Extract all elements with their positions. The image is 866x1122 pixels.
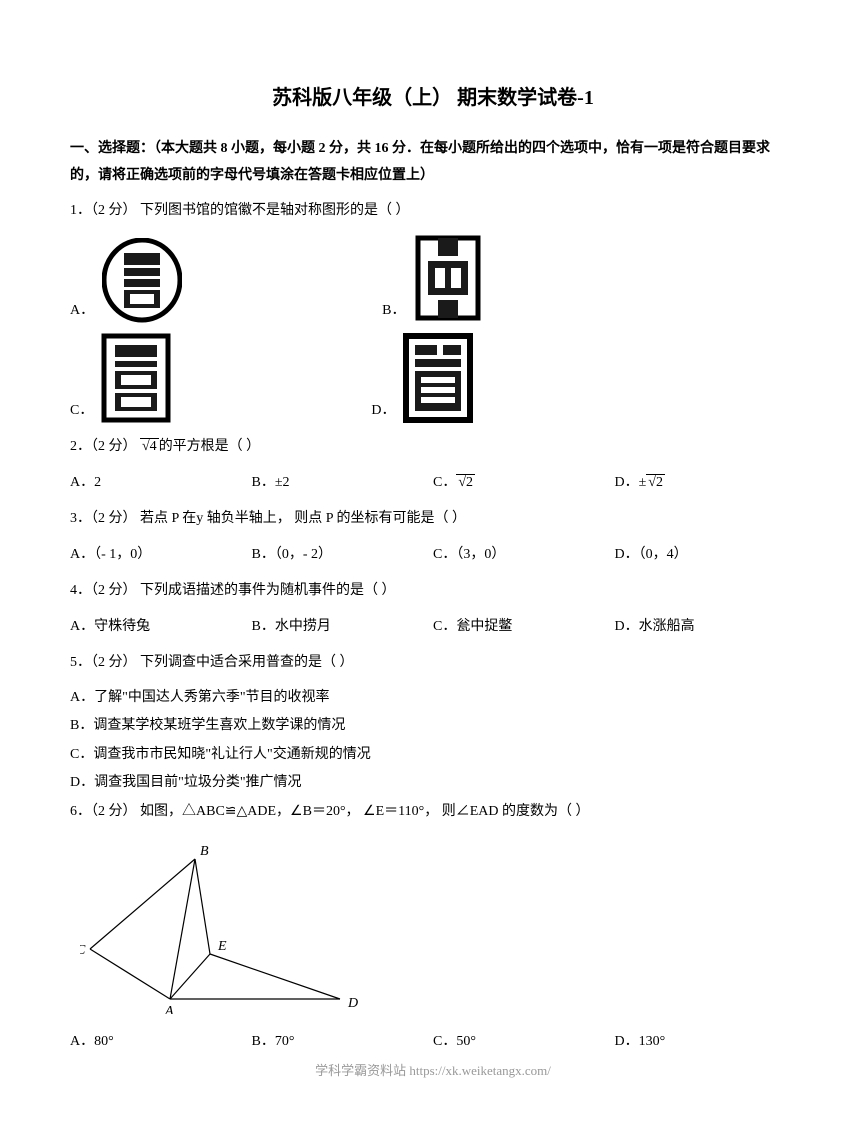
section-1-header: 一、选择题：（本大题共 8 小题，每小题 2 分，共 16 分．在每小题所给出的… [70,136,796,189]
q3-opt-a: A．（- 1，0） [70,541,252,569]
q2-suffix: 的平方根是（ ） [159,439,261,454]
q6-diagram: A B C D E [80,844,360,1014]
q1-label-a: A． [70,298,94,323]
q1-label-b: B． [382,298,405,323]
q4-opt-d: D．水涨船高 [615,613,797,641]
q2-sqrt: √4 [140,438,159,454]
q4-opt-c: C．瓮中捉鳖 [433,613,615,641]
q2-d-prefix: D．± [615,475,647,490]
q4-text: 4．（2 分） 下列成语描述的事件为随机事件的是（ ） [70,577,796,605]
stamp-b-icon [413,233,483,323]
svg-text:C: C [80,943,86,958]
q5-opt-a: A．了解"中国达人秀第六季"节目的收视率 [70,685,796,710]
page-footer: 学科学霸资料站 https://xk.weiketangx.com/ [0,1059,866,1082]
q4-opt-a: A．守株待兔 [70,613,252,641]
q2-c-sqrt: √2 [456,474,475,490]
q6-opt-a: A．80° [70,1028,252,1056]
q5-opt-d: D．调查我国目前"垃圾分类"推广情况 [70,770,796,795]
q3-opt-d: D．（0，4） [615,541,797,569]
q2-opt-c: C．√2 [433,469,615,497]
q6-opt-c: C．50° [433,1028,615,1056]
q6-text: 6．（2 分） 如图，△ABC≌△ADE，∠B＝20°， ∠E＝110°， 则∠… [70,798,796,826]
svg-text:D: D [347,996,358,1011]
q6-opt-b: B．70° [252,1028,434,1056]
q2-opt-a: A．2 [70,469,252,497]
q1-row-cd: C． D． [70,333,796,423]
stamp-a-icon [102,238,182,323]
svg-text:A: A [164,1004,174,1014]
q4-opt-b: B．水中捞月 [252,613,434,641]
q4-options: A．守株待兔 B．水中捞月 C．瓮中捉鳖 D．水涨船高 [70,613,796,641]
q2-d-sqrt: √2 [646,474,665,490]
stamp-c-icon [101,333,171,423]
q5-opt-c: C．调查我市市民知晓"礼让行人"交通新规的情况 [70,742,796,767]
svg-text:E: E [217,939,227,954]
q3-opt-c: C．（3，0） [433,541,615,569]
q1-row-ab: A． B． [70,233,796,323]
q1-label-c: C． [70,398,93,423]
q2-opt-b: B．±2 [252,469,434,497]
q3-text: 3．（2 分） 若点 P 在y 轴负半轴上， 则点 P 的坐标有可能是（ ） [70,505,796,533]
q5-opt-b: B．调查某学校某班学生喜欢上数学课的情况 [70,713,796,738]
stamp-d-icon [403,333,473,423]
q2-prefix: 2．（2 分） [70,439,140,454]
q2-opt-d: D．±√2 [615,469,797,497]
q3-options: A．（- 1，0） B．（0，- 2） C．（3，0） D．（0，4） [70,541,796,569]
q5-text: 5．（2 分） 下列调查中适合采用普查的是（ ） [70,649,796,677]
svg-text:B: B [200,844,209,859]
q2-options: A．2 B．±2 C．√2 D．±√2 [70,469,796,497]
page-title: 苏科版八年级（上） 期末数学试卷-1 [70,80,796,116]
q1-text: 1．（2 分） 下列图书馆的馆徽不是轴对称图形的是（ ） [70,197,796,225]
q1-label-d: D． [371,398,395,423]
q6-options: A．80° B．70° C．50° D．130° [70,1028,796,1056]
q3-opt-b: B．（0，- 2） [252,541,434,569]
q2-text: 2．（2 分） √4的平方根是（ ） [70,433,796,461]
q2-c-prefix: C． [433,475,456,490]
q6-opt-d: D．130° [615,1028,797,1056]
